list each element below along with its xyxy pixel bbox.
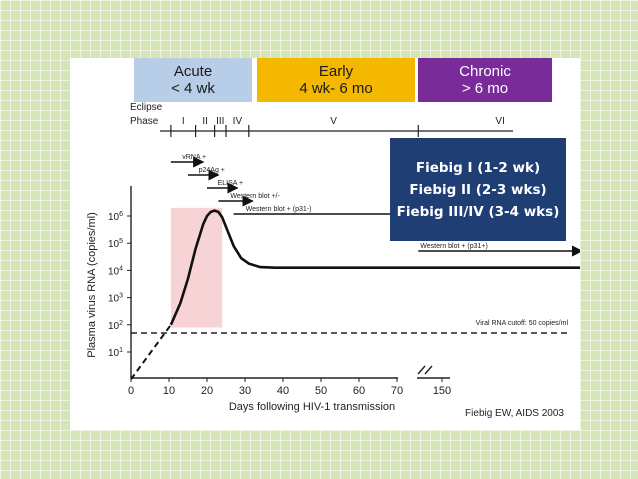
eclipse-label: Eclipse — [130, 102, 163, 113]
acute-title: Acute — [173, 63, 213, 80]
y-tick-label: 102 — [108, 320, 123, 332]
y-tick-label: 101 — [108, 347, 123, 359]
x-tick-label: 70 — [391, 385, 403, 397]
viral-load-dashed-line — [130, 324, 172, 380]
assay-label: p24Ag + — [199, 167, 225, 174]
x-tick-label: 30 — [239, 385, 251, 397]
fiebig-stage-box: Fiebig I (1-2 wk) Fiebig II (2-3 wks) Fi… — [390, 138, 566, 241]
phase-label: Phase — [130, 116, 159, 127]
phase-label-i: I — [182, 116, 185, 127]
viral-load-line — [169, 209, 580, 326]
y-tick-label: 105 — [108, 238, 123, 250]
x-tick-label: 50 — [315, 385, 327, 397]
y-axis-title: Plasma virus RNA (copies/ml) — [86, 212, 98, 357]
x-tick-label: 10 — [163, 385, 175, 397]
acute-duration: < 4 wk — [171, 80, 215, 97]
slide-panel: 0 10 20 30 40 50 60 70 150 101 102 103 104 105 106 Days… — [70, 58, 580, 430]
early-duration: 4 wk- 6 mo — [299, 80, 373, 97]
chronic-duration: > 6 mo — [461, 80, 509, 97]
x-axis-title: Days following HIV-1 transmission — [229, 401, 395, 413]
early-phase-box: Early 4 wk- 6 mo — [257, 58, 415, 102]
acute-phase-box: Acute < 4 wk — [134, 58, 252, 102]
y-tick-label: 103 — [108, 293, 123, 305]
source-citation: Fiebig EW, AIDS 2003 — [465, 408, 564, 419]
chronic-title: Chronic — [459, 63, 511, 80]
fiebig-line-3: Fiebig III/IV (3-4 wks) — [396, 203, 560, 220]
phase-label-vi: VI — [495, 116, 504, 127]
fiebig-chart: 0 10 20 30 40 50 60 70 150 101 102 103 104 105 106 Days… — [86, 102, 580, 419]
x-tick-label: 20 — [201, 385, 213, 397]
x-tick-label: 40 — [277, 385, 289, 397]
assay-label: Western blot +/- — [230, 193, 280, 200]
axis-break-mark — [424, 365, 433, 375]
x-tick-label: 150 — [433, 385, 451, 397]
y-tick-label: 104 — [108, 265, 123, 277]
axis-break-mark — [417, 365, 426, 375]
phase-label-iii: III — [216, 116, 224, 127]
assay-label: Western blot + (p31+) — [420, 243, 488, 250]
fiebig-line-2: Fiebig II (2-3 wks) — [409, 181, 547, 198]
fiebig-line-1: Fiebig I (1-2 wk) — [415, 159, 541, 176]
assay-label: Western blot + (p31-) — [246, 206, 312, 213]
phase-label-v: V — [330, 116, 337, 127]
assay-label: ELISA + — [218, 180, 244, 187]
cutoff-label: Viral RNA cutoff: 50 copies/ml — [476, 320, 569, 327]
y-tick-label: 106 — [108, 211, 123, 223]
x-tick-label: 60 — [353, 385, 365, 397]
chronic-phase-box: Chronic > 6 mo — [418, 58, 552, 102]
x-tick-label: 0 — [128, 385, 134, 397]
phase-label-ii: II — [202, 116, 208, 127]
phase-label-iv: IV — [233, 116, 243, 127]
early-title: Early — [318, 63, 354, 80]
assay-label: vRNA + — [182, 154, 206, 161]
